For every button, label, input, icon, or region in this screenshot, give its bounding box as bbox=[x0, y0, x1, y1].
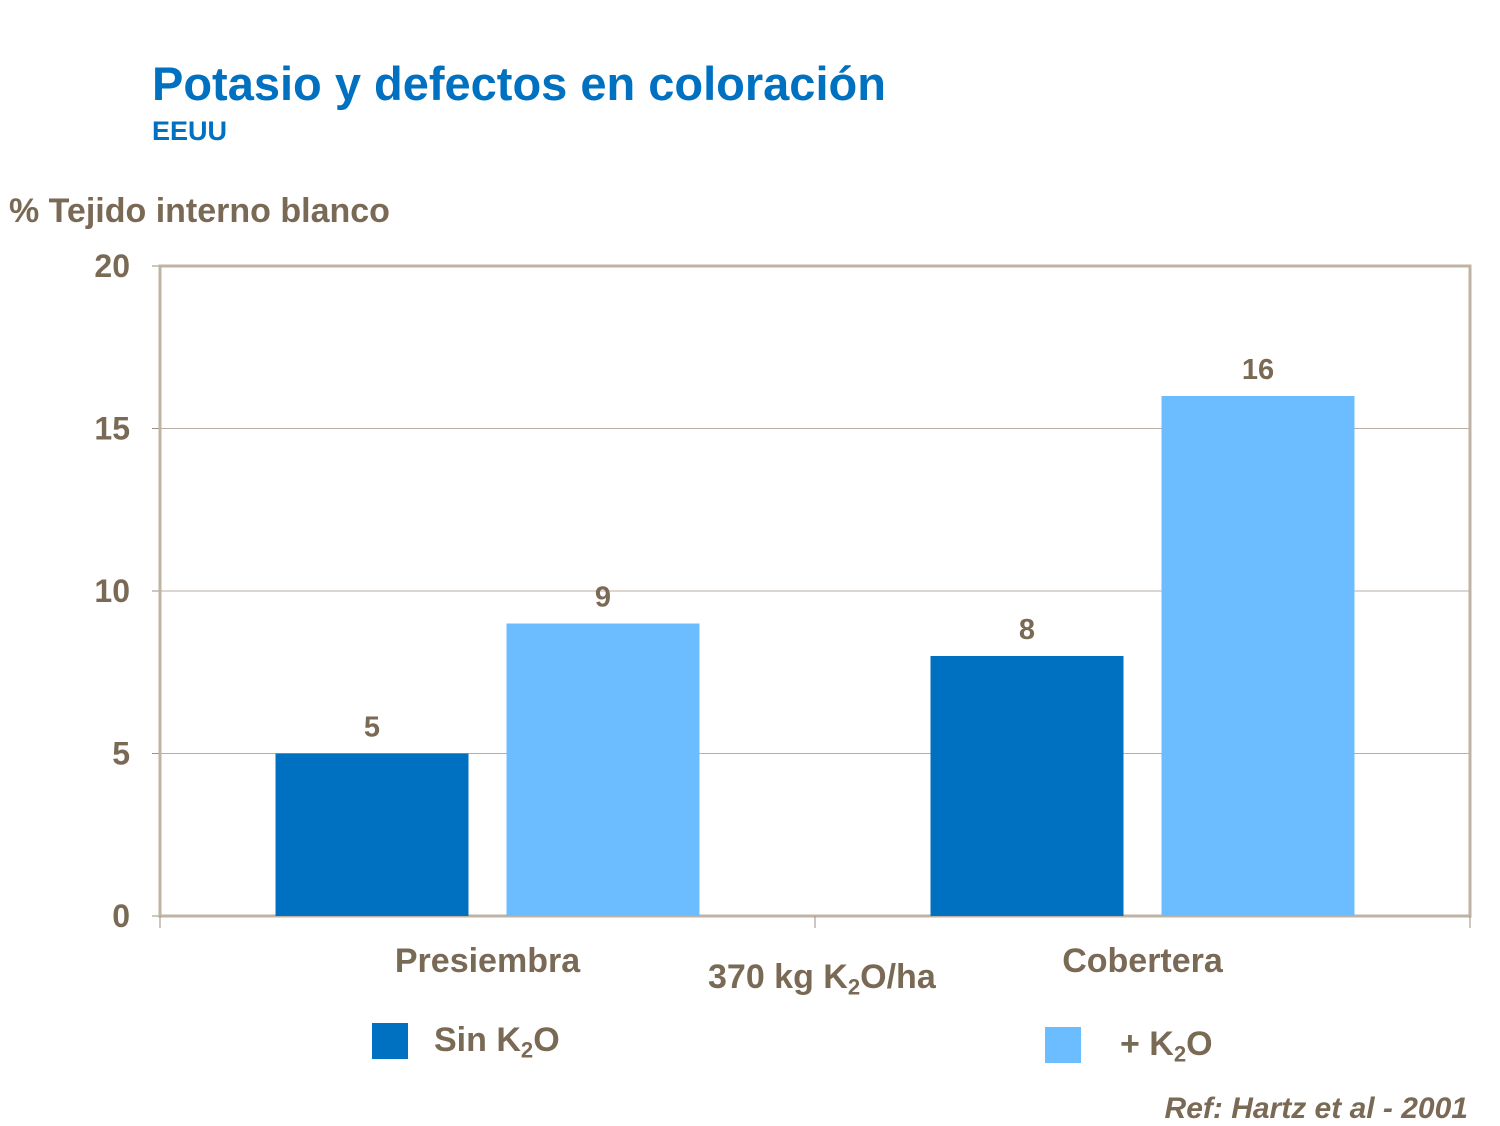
chart-subtitle: EEUU bbox=[152, 116, 228, 146]
bar bbox=[506, 623, 700, 916]
x-axis-label: 370 kg K2O/ha bbox=[708, 958, 936, 1000]
legend-swatch bbox=[372, 1023, 408, 1059]
bar bbox=[930, 656, 1124, 916]
y-tick-label: 10 bbox=[94, 573, 130, 609]
y-tick-label: 0 bbox=[112, 898, 130, 934]
data-label: 9 bbox=[595, 582, 611, 614]
x-category-label: Cobertera bbox=[1062, 942, 1224, 980]
x-category-label: Presiembra bbox=[395, 942, 581, 980]
legend-label: Sin K2O bbox=[434, 1021, 560, 1063]
y-tick-label: 15 bbox=[94, 411, 130, 447]
bar bbox=[275, 753, 469, 916]
y-tick-label: 20 bbox=[94, 248, 130, 284]
chart-title: Potasio y defectos en coloración bbox=[152, 57, 886, 110]
legend-swatch bbox=[1045, 1027, 1081, 1063]
data-label: 8 bbox=[1019, 614, 1035, 646]
y-axis-label: % Tejido interno blanco bbox=[9, 192, 390, 230]
legend-label: + K2O bbox=[1120, 1025, 1213, 1067]
y-tick-label: 5 bbox=[112, 736, 130, 772]
bar bbox=[1161, 396, 1355, 916]
reference-note: Ref: Hartz et al - 2001 bbox=[1164, 1092, 1468, 1125]
data-label: 5 bbox=[364, 712, 380, 744]
data-label: 16 bbox=[1242, 354, 1274, 386]
